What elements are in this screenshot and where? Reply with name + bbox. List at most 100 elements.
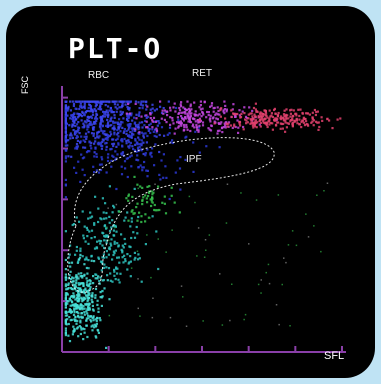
point-rbc-tail — [135, 142, 138, 145]
point-rbc-tail — [95, 169, 98, 172]
point-ret-high — [247, 113, 250, 116]
point-rbc — [84, 111, 87, 114]
point-ret-high — [252, 126, 255, 129]
point-rbc-tail — [150, 155, 153, 158]
point-ret-high — [280, 115, 283, 118]
point-plt-upper — [124, 216, 127, 219]
point-ret — [182, 119, 185, 122]
point-ret — [215, 117, 218, 120]
point-ret-high — [239, 124, 242, 127]
point-plt — [95, 322, 98, 325]
point-rbc-tail — [105, 171, 108, 174]
point-plt — [80, 328, 83, 331]
point-ret — [163, 109, 166, 112]
point-rbc — [106, 118, 109, 121]
point-ret-high — [238, 122, 241, 125]
point-ret — [182, 117, 185, 120]
point-rbc-tail — [88, 141, 91, 144]
point-plt-upper — [105, 211, 108, 215]
point-ret-high — [308, 113, 311, 116]
point-noise — [202, 320, 204, 322]
point-ipf — [140, 220, 143, 224]
point-rbc-tail — [97, 171, 101, 174]
x-axis-label: SFL — [324, 350, 345, 362]
point-rbc-tail — [137, 113, 141, 116]
point-ret-high — [326, 117, 329, 120]
point-rbc-tail — [129, 124, 132, 128]
point-rbc — [127, 128, 130, 131]
point-noise — [221, 324, 224, 326]
point-rbc-tail — [128, 146, 131, 149]
point-plt-upper — [136, 258, 140, 261]
point-rbc — [123, 130, 126, 133]
point-plt-upper — [68, 253, 71, 256]
point-ret-high — [279, 127, 282, 130]
point-plt-upper — [124, 260, 127, 263]
point-noise — [132, 212, 135, 214]
point-ret — [232, 103, 235, 106]
point-plt-upper — [95, 246, 98, 249]
point-ret-high — [293, 120, 296, 123]
point-plt-upper — [97, 256, 100, 259]
point-rbc-tail — [135, 150, 138, 153]
point-plt — [87, 314, 90, 317]
point-rbc-tail — [174, 171, 177, 174]
point-ret — [197, 119, 200, 122]
point-ret — [125, 112, 128, 115]
point-ret — [189, 112, 192, 115]
point-ret — [241, 110, 244, 113]
point-rbc-tail — [75, 134, 79, 137]
point-ret — [216, 106, 219, 109]
point-rbc-tail — [121, 139, 124, 142]
point-rbc — [93, 100, 96, 103]
scattergram — [61, 86, 346, 353]
point-rbc — [75, 142, 79, 146]
point-rbc-tail — [137, 147, 140, 150]
point-noise — [182, 296, 184, 298]
point-rbc-tail — [126, 175, 129, 179]
point-plt-upper — [102, 211, 105, 214]
point-ret — [220, 127, 224, 130]
point-ret-high — [267, 120, 270, 123]
point-rbc-tail — [112, 122, 115, 125]
point-plt — [83, 273, 86, 276]
point-plt-upper — [101, 256, 104, 259]
point-rbc — [71, 120, 75, 123]
point-ret-high — [219, 109, 222, 112]
point-plt — [78, 325, 81, 328]
point-plt — [81, 282, 84, 285]
point-ret — [197, 130, 200, 133]
point-noise — [208, 234, 211, 236]
point-plt-upper — [89, 216, 92, 219]
point-plt-upper — [101, 244, 104, 247]
point-rbc — [85, 137, 88, 140]
point-ipf — [152, 191, 155, 194]
point-noise — [231, 283, 233, 285]
point-plt — [74, 302, 77, 305]
point-plt-upper — [133, 187, 136, 190]
point-rbc-tail — [138, 145, 141, 149]
point-ret-high — [224, 117, 227, 120]
point-plt — [71, 295, 74, 298]
point-plt — [82, 284, 85, 287]
point-ret-high — [295, 114, 298, 117]
point-ret — [178, 106, 181, 110]
point-ret-high — [246, 121, 249, 124]
point-rbc — [83, 124, 86, 127]
point-noise — [285, 261, 287, 264]
point-rbc — [91, 113, 95, 116]
point-rbc-tail — [146, 127, 150, 130]
point-rbc — [101, 120, 104, 123]
point-rbc-tail — [81, 126, 84, 129]
point-ret-high — [264, 122, 267, 125]
point-plt-upper — [124, 258, 127, 261]
point-noise — [146, 234, 148, 236]
point-rbc-tail — [64, 155, 67, 158]
point-ret — [189, 120, 192, 123]
point-ret — [182, 123, 186, 127]
point-rbc — [90, 115, 93, 118]
point-rbc — [118, 100, 121, 103]
point-rbc-tail — [107, 134, 110, 137]
point-plt-upper — [79, 247, 82, 250]
point-rbc — [87, 116, 91, 119]
